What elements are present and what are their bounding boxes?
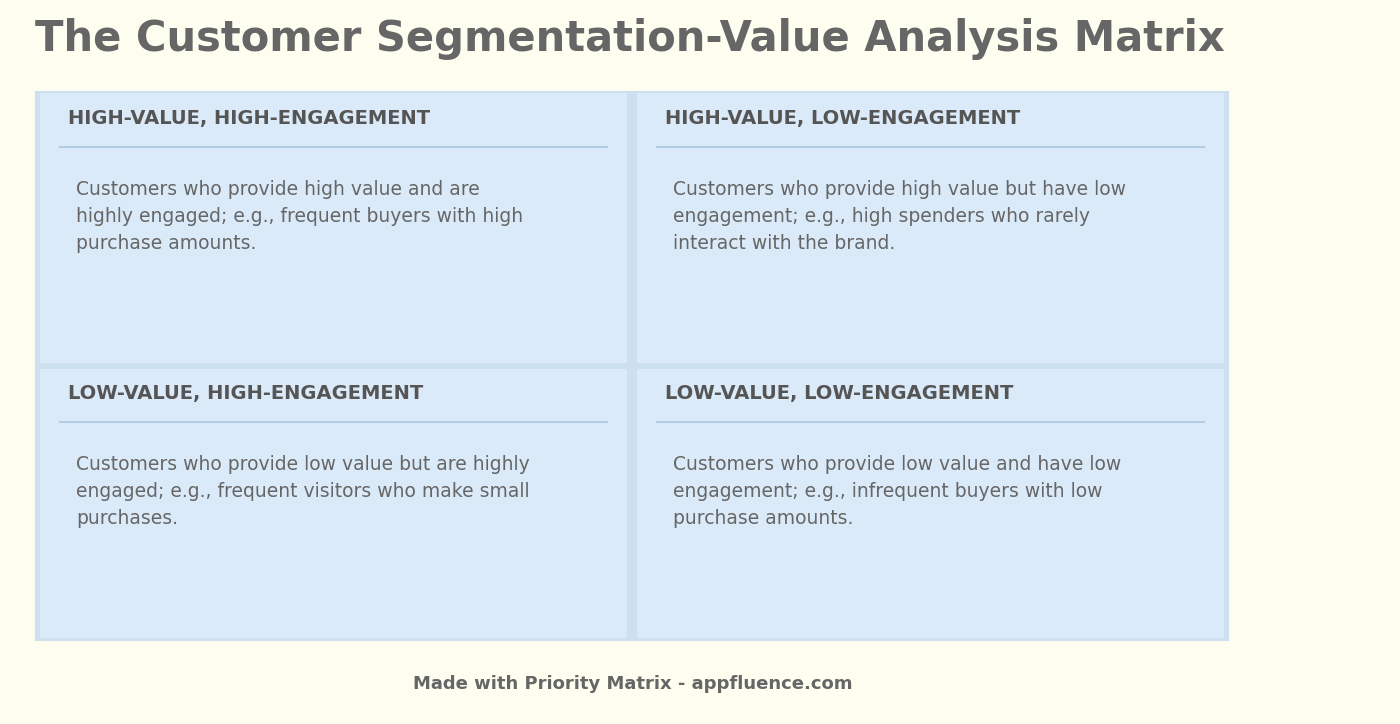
FancyBboxPatch shape [41,93,627,363]
Text: Customers who provide low value but are highly
engaged; e.g., frequent visitors : Customers who provide low value but are … [76,455,529,529]
Text: HIGH-VALUE, HIGH-ENGAGEMENT: HIGH-VALUE, HIGH-ENGAGEMENT [69,109,430,128]
Text: LOW-VALUE, HIGH-ENGAGEMENT: LOW-VALUE, HIGH-ENGAGEMENT [69,384,424,403]
Text: Made with Priority Matrix - appfluence.com: Made with Priority Matrix - appfluence.c… [413,675,853,693]
FancyBboxPatch shape [35,90,1229,641]
FancyBboxPatch shape [41,369,627,638]
Text: Customers who provide high value and are
highly engaged; e.g., frequent buyers w: Customers who provide high value and are… [76,180,524,253]
Text: HIGH-VALUE, LOW-ENGAGEMENT: HIGH-VALUE, LOW-ENGAGEMENT [665,109,1021,128]
Text: Customers who provide high value but have low
engagement; e.g., high spenders wh: Customers who provide high value but hav… [673,180,1126,253]
FancyBboxPatch shape [637,369,1225,638]
Text: LOW-VALUE, LOW-ENGAGEMENT: LOW-VALUE, LOW-ENGAGEMENT [665,384,1014,403]
Text: The Customer Segmentation-Value Analysis Matrix: The Customer Segmentation-Value Analysis… [35,18,1225,60]
FancyBboxPatch shape [637,93,1225,363]
Text: Customers who provide low value and have low
engagement; e.g., infrequent buyers: Customers who provide low value and have… [673,455,1121,529]
